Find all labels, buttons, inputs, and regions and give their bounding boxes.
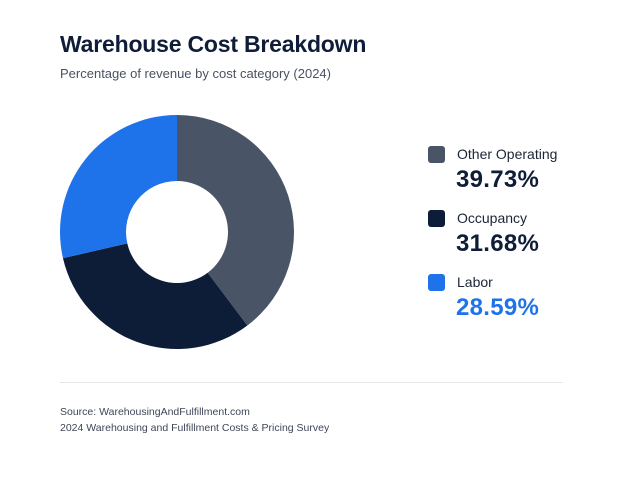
source-line-2: 2024 Warehousing and Fulfillment Costs &…	[60, 422, 330, 434]
chart-legend: Other Operating 39.73% Occupancy 31.68% …	[428, 144, 608, 336]
donut-slice-labor	[59, 115, 177, 259]
legend-value-occupancy: 31.68%	[456, 230, 540, 257]
donut-slice-occupancy	[62, 243, 248, 350]
legend-swatch-other-operating	[428, 146, 445, 163]
legend-value-labor: 28.59%	[456, 294, 540, 321]
chart-title: Warehouse Cost Breakdown	[60, 31, 367, 57]
legend-swatch-labor	[428, 274, 445, 291]
donut-slices	[59, 115, 295, 350]
legend-label-occupancy: Occupancy	[457, 210, 528, 226]
legend-swatch-occupancy	[428, 210, 445, 227]
chart-subtitle: Percentage of revenue by cost category (…	[60, 66, 331, 81]
legend-item-other-operating: Other Operating 39.73%	[428, 144, 608, 208]
legend-value-other-operating: 39.73%	[456, 166, 540, 193]
legend-item-labor: Labor 28.59%	[428, 272, 608, 336]
source-line-1: Source: WarehousingAndFulfillment.com	[60, 406, 250, 418]
divider	[60, 382, 563, 383]
legend-label-other-operating: Other Operating	[457, 146, 558, 162]
legend-item-occupancy: Occupancy 31.68%	[428, 208, 608, 272]
donut-slice-other-operating	[177, 115, 295, 326]
source-note: Source: WarehousingAndFulfillment.com 20…	[60, 404, 329, 436]
legend-label-labor: Labor	[457, 274, 493, 290]
